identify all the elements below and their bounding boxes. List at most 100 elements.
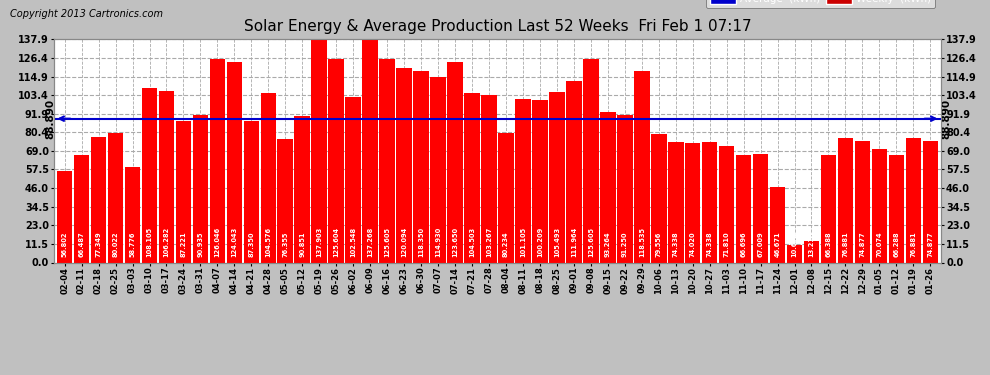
Bar: [821, 155, 837, 262]
Text: 114.930: 114.930: [435, 226, 442, 257]
Text: 90.851: 90.851: [299, 231, 305, 257]
Text: 76.881: 76.881: [842, 231, 848, 257]
Text: 74.877: 74.877: [928, 231, 934, 257]
Bar: [549, 92, 564, 262]
Bar: [498, 133, 514, 262]
Bar: [889, 155, 904, 262]
Bar: [312, 39, 327, 262]
Bar: [736, 154, 751, 262]
Text: 125.605: 125.605: [588, 227, 594, 257]
Bar: [906, 138, 921, 262]
Bar: [108, 133, 124, 262]
Text: 104.503: 104.503: [469, 227, 475, 257]
Text: 76.355: 76.355: [282, 231, 288, 257]
Text: 67.009: 67.009: [757, 231, 763, 257]
Bar: [854, 141, 870, 262]
Bar: [923, 141, 939, 262]
Bar: [650, 134, 666, 262]
Bar: [770, 187, 785, 262]
Text: 103.267: 103.267: [486, 226, 492, 257]
Text: 74.020: 74.020: [690, 231, 696, 257]
Text: 118.350: 118.350: [418, 227, 424, 257]
Text: 102.548: 102.548: [350, 227, 356, 257]
Text: 111.964: 111.964: [571, 226, 577, 257]
Bar: [617, 115, 633, 262]
Text: 125.604: 125.604: [334, 227, 340, 257]
Text: 66.288: 66.288: [893, 231, 899, 257]
Text: 91.250: 91.250: [622, 231, 628, 257]
Title: Solar Energy & Average Production Last 52 Weeks  Fri Feb 1 07:17: Solar Energy & Average Production Last 5…: [244, 19, 751, 34]
Bar: [277, 139, 293, 262]
Bar: [634, 71, 649, 262]
Text: 70.074: 70.074: [876, 231, 882, 257]
Text: 87.221: 87.221: [180, 231, 186, 257]
Text: 118.535: 118.535: [639, 227, 644, 257]
Text: 74.877: 74.877: [859, 231, 865, 257]
Text: 79.556: 79.556: [655, 231, 661, 257]
Bar: [74, 155, 89, 262]
Bar: [158, 90, 174, 262]
Text: 13.218: 13.218: [809, 231, 815, 257]
Text: 87.350: 87.350: [248, 231, 254, 257]
Text: 66.388: 66.388: [826, 231, 832, 257]
Bar: [719, 146, 735, 262]
Text: 80.234: 80.234: [503, 231, 509, 257]
Bar: [515, 99, 531, 262]
Bar: [583, 59, 599, 262]
Bar: [142, 88, 157, 262]
Bar: [431, 76, 446, 262]
Text: 58.776: 58.776: [130, 231, 136, 257]
Bar: [787, 245, 802, 262]
Bar: [600, 112, 616, 262]
Bar: [838, 138, 853, 262]
Bar: [804, 241, 820, 262]
Text: 66.487: 66.487: [78, 231, 84, 257]
Text: 105.493: 105.493: [553, 227, 560, 257]
Text: 125.605: 125.605: [384, 227, 390, 257]
Text: 90.935: 90.935: [197, 231, 203, 257]
Text: 100.209: 100.209: [537, 226, 543, 257]
Text: 123.650: 123.650: [452, 227, 458, 257]
Bar: [413, 71, 429, 262]
Bar: [871, 149, 887, 262]
Text: 71.810: 71.810: [724, 231, 730, 257]
Text: 108.105: 108.105: [147, 227, 152, 257]
Text: 76.881: 76.881: [911, 231, 917, 257]
Bar: [464, 93, 480, 262]
Bar: [329, 59, 345, 262]
Bar: [227, 62, 243, 262]
Text: 88.890: 88.890: [941, 99, 951, 139]
Text: 106.282: 106.282: [163, 226, 169, 257]
Text: 120.094: 120.094: [401, 226, 407, 257]
Bar: [210, 58, 225, 262]
Text: 77.349: 77.349: [96, 231, 102, 257]
Bar: [668, 142, 683, 262]
Bar: [481, 95, 497, 262]
Text: 126.046: 126.046: [215, 226, 221, 257]
Text: 93.264: 93.264: [605, 231, 611, 257]
Text: 137.903: 137.903: [316, 226, 323, 257]
Bar: [379, 59, 395, 262]
Text: 10.671: 10.671: [792, 231, 798, 257]
Bar: [362, 40, 378, 262]
Bar: [532, 100, 547, 262]
Bar: [56, 171, 72, 262]
Bar: [193, 116, 208, 262]
Text: 124.043: 124.043: [232, 226, 238, 257]
Text: 137.268: 137.268: [367, 226, 373, 257]
Bar: [447, 62, 463, 262]
Bar: [244, 121, 259, 262]
Text: 56.802: 56.802: [61, 231, 67, 257]
Legend: Average  (kWh), Weekly  (kWh): Average (kWh), Weekly (kWh): [706, 0, 936, 8]
Text: 101.105: 101.105: [520, 227, 526, 257]
Text: Copyright 2013 Cartronics.com: Copyright 2013 Cartronics.com: [10, 9, 163, 20]
Text: 46.671: 46.671: [774, 231, 780, 257]
Bar: [396, 68, 412, 262]
Bar: [175, 122, 191, 262]
Bar: [566, 81, 582, 262]
Bar: [91, 137, 106, 262]
Bar: [702, 142, 718, 262]
Bar: [294, 116, 310, 262]
Text: 88.890: 88.890: [46, 99, 55, 139]
Text: 74.338: 74.338: [672, 231, 679, 257]
